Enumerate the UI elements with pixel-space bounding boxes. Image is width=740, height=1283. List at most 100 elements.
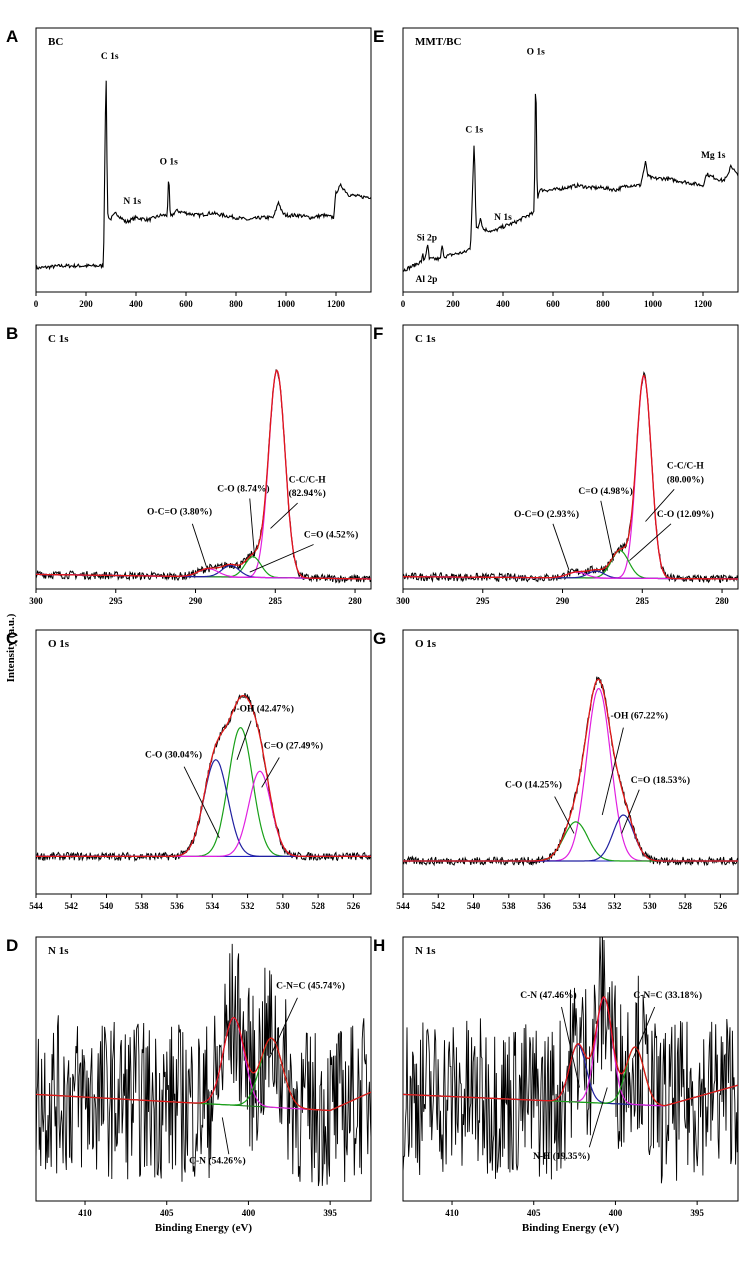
peak-annotation: C-C/C-H bbox=[289, 475, 327, 485]
peak-annotation: Si 2p bbox=[417, 234, 437, 244]
peak--oh bbox=[403, 687, 738, 862]
plot-area bbox=[403, 93, 738, 272]
peak-annotation: N 1s bbox=[123, 197, 141, 207]
peak-annotation: -OH (67.22%) bbox=[610, 710, 668, 721]
envelope-fit bbox=[403, 996, 738, 1107]
peak-annotation: C=O (18.53%) bbox=[631, 775, 690, 786]
x-tick-label: 290 bbox=[189, 596, 203, 606]
panel-letter: E bbox=[373, 27, 384, 46]
x-tick-label: 400 bbox=[609, 1208, 623, 1218]
annotation-leader bbox=[221, 1117, 230, 1155]
annotation-leader bbox=[191, 523, 208, 568]
annotation-leader bbox=[249, 544, 314, 573]
x-tick-label: 410 bbox=[445, 1208, 459, 1218]
annotation-leader bbox=[588, 1087, 608, 1148]
envelope-fit bbox=[403, 374, 738, 580]
x-tick-label: 300 bbox=[29, 596, 43, 606]
peak-annotation: O 1s bbox=[527, 47, 546, 57]
annotation-leader bbox=[601, 727, 624, 816]
x-tick-label: 534 bbox=[206, 901, 220, 911]
x-tick-label: 544 bbox=[29, 901, 43, 911]
peak-annotation: C-N (54.26%) bbox=[189, 1155, 245, 1166]
peak-annotation: C-O (8.74%) bbox=[217, 484, 269, 495]
x-tick-label: 528 bbox=[678, 901, 692, 911]
peak-annotation: C-O (30.04%) bbox=[145, 750, 202, 761]
plot-frame bbox=[402, 27, 739, 293]
plot-frame bbox=[402, 324, 739, 590]
annotation-leader bbox=[632, 1006, 656, 1058]
panel-C: C O 1s 544 542 540 538 536 534 532 530 528 526 -OH (… bbox=[6, 629, 372, 911]
x-tick-label: 532 bbox=[608, 901, 622, 911]
panel-title: BC bbox=[48, 36, 63, 48]
panel-title: N 1s bbox=[415, 945, 436, 957]
annotation-leader bbox=[600, 500, 615, 561]
plot-area bbox=[403, 676, 738, 867]
x-tick-label: 536 bbox=[537, 901, 551, 911]
annotation-leader bbox=[236, 720, 252, 760]
x-tick-label: 405 bbox=[160, 1208, 174, 1218]
panel-letter: F bbox=[373, 324, 383, 343]
peak-annotation: -OH (42.47%) bbox=[236, 704, 294, 715]
x-tick-label: 600 bbox=[179, 299, 193, 309]
peak-annotation: C=O (27.49%) bbox=[264, 740, 323, 751]
raw-spectrum bbox=[403, 371, 738, 584]
panel-G: G O 1s 544 542 540 538 536 534 532 530 528 526 -OH (… bbox=[373, 629, 739, 911]
x-tick-label: 540 bbox=[100, 901, 114, 911]
x-tick-label: 532 bbox=[241, 901, 255, 911]
x-tick-label: 540 bbox=[467, 901, 481, 911]
envelope-fit bbox=[36, 694, 371, 858]
panel-letter: G bbox=[373, 629, 386, 648]
x-tick-label: 800 bbox=[596, 299, 610, 309]
x-tick-label: 300 bbox=[396, 596, 410, 606]
panel-D: D N 1s 410 405 400 395 Binding Energy (eV) C-N=… bbox=[6, 936, 372, 1234]
x-tick-label: 542 bbox=[432, 901, 446, 911]
peak-annotation: (80.00%) bbox=[667, 474, 704, 485]
annotation-leader bbox=[552, 523, 570, 570]
peak-annotation: C-N=C (33.18%) bbox=[633, 990, 702, 1001]
x-tick-label: 400 bbox=[496, 299, 510, 309]
panel-title: O 1s bbox=[48, 638, 70, 650]
peak-annotation: C-N (47.46%) bbox=[520, 990, 576, 1001]
annotation-leader bbox=[249, 498, 255, 557]
x-tick-label: 530 bbox=[276, 901, 290, 911]
plot-area bbox=[36, 80, 371, 271]
x-tick-label: 280 bbox=[715, 596, 729, 606]
panel-title: C 1s bbox=[48, 333, 69, 345]
survey-spectrum bbox=[403, 93, 738, 272]
panel-title: O 1s bbox=[415, 638, 437, 650]
x-tick-label: 800 bbox=[229, 299, 243, 309]
x-tick-label: 285 bbox=[269, 596, 283, 606]
plot-frame bbox=[402, 936, 739, 1202]
x-tick-label: 395 bbox=[323, 1208, 337, 1218]
annotation-leader bbox=[561, 1006, 580, 1088]
x-tick-label: 528 bbox=[311, 901, 325, 911]
plot-frame bbox=[35, 629, 372, 895]
peak-annotation: Al 2p bbox=[416, 275, 438, 285]
annotation-leader bbox=[554, 796, 575, 834]
x-tick-label: 536 bbox=[170, 901, 184, 911]
x-tick-label: 295 bbox=[109, 596, 123, 606]
peak-annotation: C-C/C-H bbox=[667, 462, 705, 472]
plot-area bbox=[36, 943, 371, 1187]
panel-letter: C bbox=[6, 629, 18, 648]
x-tick-label: 538 bbox=[135, 901, 149, 911]
x-tick-label: 544 bbox=[396, 901, 410, 911]
x-tick-label: 600 bbox=[546, 299, 560, 309]
panel-letter: D bbox=[6, 936, 18, 955]
annotation-leader bbox=[183, 766, 220, 839]
peak-annotation: C 1s bbox=[465, 126, 483, 136]
peak-c-o bbox=[403, 814, 738, 862]
x-tick-label: 0 bbox=[401, 299, 406, 309]
plot-frame bbox=[35, 936, 372, 1202]
x-axis-title: Binding Energy (eV) bbox=[522, 1222, 620, 1234]
panel-A: A BC 0 200 400 600 800 1000 1200 C 1s O 1s N 1s bbox=[6, 27, 372, 309]
raw-spectrum bbox=[403, 676, 738, 867]
panel-title: N 1s bbox=[48, 945, 69, 957]
x-tick-label: 290 bbox=[556, 596, 570, 606]
panel-E: E MMT/BC 0 200 400 600 800 1000 1200 O 1s C 1s N 1s… bbox=[373, 27, 739, 309]
annotation-leader bbox=[269, 997, 298, 1058]
panel-title: C 1s bbox=[415, 333, 436, 345]
survey-spectrum bbox=[36, 80, 371, 271]
raw-spectrum bbox=[36, 943, 371, 1187]
